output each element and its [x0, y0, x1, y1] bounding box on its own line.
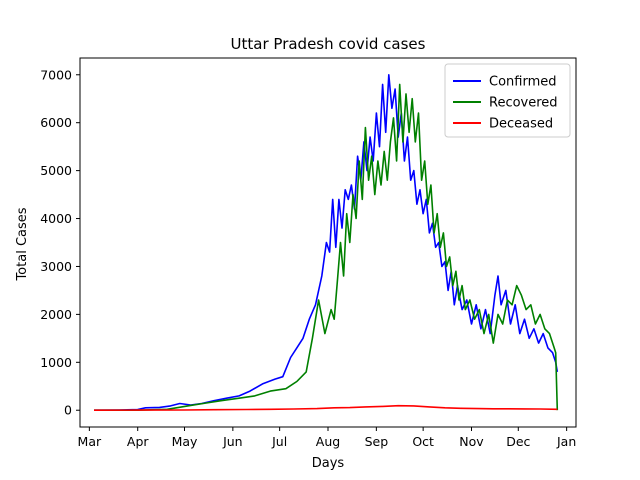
y-tick-label: 6000	[40, 115, 72, 130]
legend: Confirmed Recovered Deceased	[444, 63, 571, 138]
y-tick-label: 2000	[40, 307, 72, 322]
axes: Mar Apr May Jun Jul Aug Sep Oct Nov Dec Jan 0 1000 20…	[40, 57, 577, 449]
y-tick-label: 3000	[40, 259, 72, 274]
y-tick-label: 4000	[40, 211, 72, 226]
series-line-deceased	[93, 404, 558, 411]
legend-box	[444, 63, 571, 138]
legend-label-deceased: Deceased	[489, 117, 553, 132]
x-axis-title: Days	[312, 456, 345, 471]
x-tick-label: Oct	[412, 434, 434, 449]
series-line-confirmed	[93, 74, 559, 411]
x-tick-label: Dec	[506, 434, 530, 449]
y-tick-label: 5000	[40, 163, 72, 178]
legend-label-confirmed: Confirmed	[489, 75, 557, 90]
y-tick-label: 7000	[40, 67, 72, 82]
x-tick-label: Jun	[222, 434, 243, 449]
legend-label-recovered: Recovered	[489, 96, 558, 111]
y-axis-title: Total Cases	[15, 207, 30, 281]
y-tick-label: 0	[64, 403, 72, 418]
x-tick-label: Mar	[78, 434, 102, 449]
x-tick-label: Apr	[127, 434, 149, 449]
series-lines	[93, 74, 559, 411]
y-tick-label: 1000	[40, 355, 72, 370]
x-tick-label: Nov	[459, 434, 484, 449]
chart-title: Uttar Pradesh covid cases	[231, 35, 426, 53]
x-tick-label: Aug	[316, 434, 340, 449]
x-tick-label: Jan	[556, 434, 576, 449]
x-tick-label: May	[172, 434, 198, 449]
x-tick-label: Sep	[365, 434, 389, 449]
series-line-recovered	[94, 83, 559, 411]
x-tick-label: Jul	[271, 434, 287, 449]
